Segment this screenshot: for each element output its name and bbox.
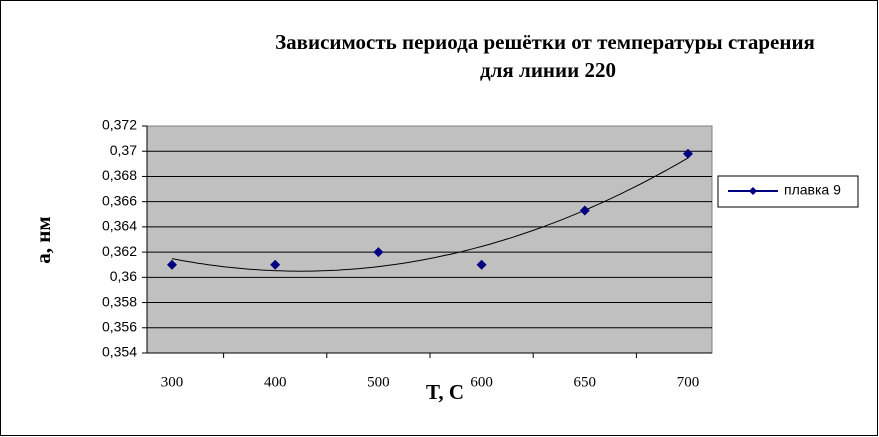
y-tick-label: 0,362 bbox=[102, 243, 137, 259]
y-tick-label: 0,37 bbox=[110, 142, 137, 158]
y-tick-label: 0,368 bbox=[102, 167, 137, 183]
plot-area bbox=[146, 125, 713, 354]
x-tick-label: 500 bbox=[367, 374, 390, 390]
x-tick-label: 700 bbox=[677, 374, 700, 390]
x-tick-label: 300 bbox=[161, 374, 184, 390]
chart-subtitle: для линии 220 bbox=[480, 58, 616, 82]
y-tick-label: 0,36 bbox=[110, 268, 137, 284]
x-axis-title: T, C bbox=[426, 380, 464, 404]
trendline bbox=[171, 157, 689, 272]
point bbox=[683, 148, 693, 159]
point bbox=[270, 259, 281, 270]
y-tick-label: 0,366 bbox=[102, 192, 137, 208]
y-tick-label: 0,354 bbox=[102, 344, 137, 360]
x-tick-label: 400 bbox=[264, 374, 287, 390]
point bbox=[373, 247, 384, 258]
legend: плавка 9 bbox=[717, 175, 859, 208]
y-tick-label: 0,356 bbox=[102, 318, 137, 334]
y-axis-title: а, нм bbox=[31, 216, 55, 263]
point bbox=[476, 259, 487, 270]
y-tick-label: 0,364 bbox=[102, 218, 137, 234]
legend-label: плавка 9 bbox=[784, 182, 841, 198]
point bbox=[167, 259, 177, 270]
chart-title: Зависимость периода решётки от температу… bbox=[275, 30, 815, 54]
point bbox=[579, 205, 590, 216]
x-tick-label: 600 bbox=[470, 374, 493, 390]
y-tick-label: 0,358 bbox=[102, 293, 137, 309]
legend-marker bbox=[749, 187, 757, 195]
y-tick-label: 0,372 bbox=[102, 117, 137, 133]
x-tick-label: 650 bbox=[574, 374, 597, 390]
